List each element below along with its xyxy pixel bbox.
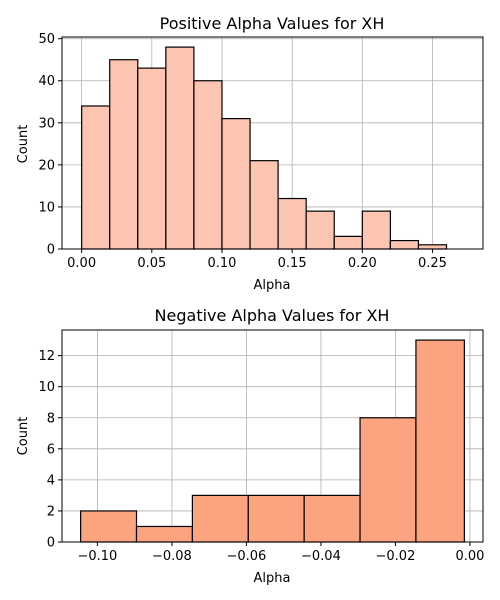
y-tick-label: 2 xyxy=(47,504,55,519)
axes-frame xyxy=(61,36,484,250)
x-tick-label: −0.10 xyxy=(77,549,117,564)
x-tick-label: 0.10 xyxy=(208,256,237,271)
x-tick-label: 0.20 xyxy=(348,256,377,271)
y-tick-label: 0 xyxy=(47,536,55,551)
histogram-bar xyxy=(389,239,420,250)
histogram-bar xyxy=(417,244,448,250)
x-axis-label: Alpha xyxy=(254,278,291,293)
x-axis-label: Alpha xyxy=(254,571,291,586)
y-tick-label: 12 xyxy=(38,349,55,364)
y-tick-label: 40 xyxy=(38,74,55,89)
histogram-bar xyxy=(193,80,223,250)
histogram-bar xyxy=(305,210,335,250)
y-tick-label: 4 xyxy=(47,473,55,488)
axes-frame xyxy=(61,329,484,543)
negative-alpha-histogram: Negative Alpha Values for XH Alpha Count… xyxy=(16,306,484,586)
histogram-bar xyxy=(249,160,279,250)
x-tick-label: −0.08 xyxy=(152,549,192,564)
y-tick-label: 50 xyxy=(38,32,55,47)
chart-title: Negative Alpha Values for XH xyxy=(155,306,390,325)
histogram-bar xyxy=(109,59,139,250)
x-tick-label: 0.15 xyxy=(278,256,307,271)
y-axis-label: Count xyxy=(16,417,31,456)
histogram-bar xyxy=(137,67,167,250)
positive-alpha-histogram: Positive Alpha Values for XH Alpha Count… xyxy=(16,14,484,293)
histogram-bar xyxy=(277,197,307,250)
histogram-bar xyxy=(303,494,361,543)
histogram-bar xyxy=(191,494,249,543)
y-tick-label: 10 xyxy=(38,200,55,215)
x-tick-label: 0.00 xyxy=(455,549,484,564)
histogram-bar xyxy=(415,339,465,543)
y-tick-label: 30 xyxy=(38,116,55,131)
y-axis-label: Count xyxy=(16,125,31,164)
y-tick-label: 0 xyxy=(47,243,55,258)
y-tick-label: 20 xyxy=(38,158,55,173)
x-tick-label: −0.02 xyxy=(376,549,416,564)
histogram-bar xyxy=(80,510,138,543)
y-tick-label: 6 xyxy=(47,442,55,457)
histogram-bar xyxy=(135,525,193,543)
x-tick-label: 0.05 xyxy=(137,256,166,271)
y-tick-label: 10 xyxy=(38,380,55,395)
histogram-bar xyxy=(361,210,391,250)
histogram-bar xyxy=(165,46,195,250)
y-tick-label: 8 xyxy=(47,411,55,426)
x-tick-label: −0.06 xyxy=(226,549,266,564)
histogram-bar xyxy=(359,417,417,543)
x-tick-label: 0.00 xyxy=(67,256,96,271)
x-tick-label: 0.25 xyxy=(418,256,447,271)
chart-title: Positive Alpha Values for XH xyxy=(160,14,385,33)
histogram-bar xyxy=(221,118,251,250)
x-tick-label: −0.04 xyxy=(301,549,341,564)
histogram-bar xyxy=(81,105,111,250)
histogram-bar xyxy=(333,235,363,250)
histogram-bar xyxy=(247,494,305,543)
